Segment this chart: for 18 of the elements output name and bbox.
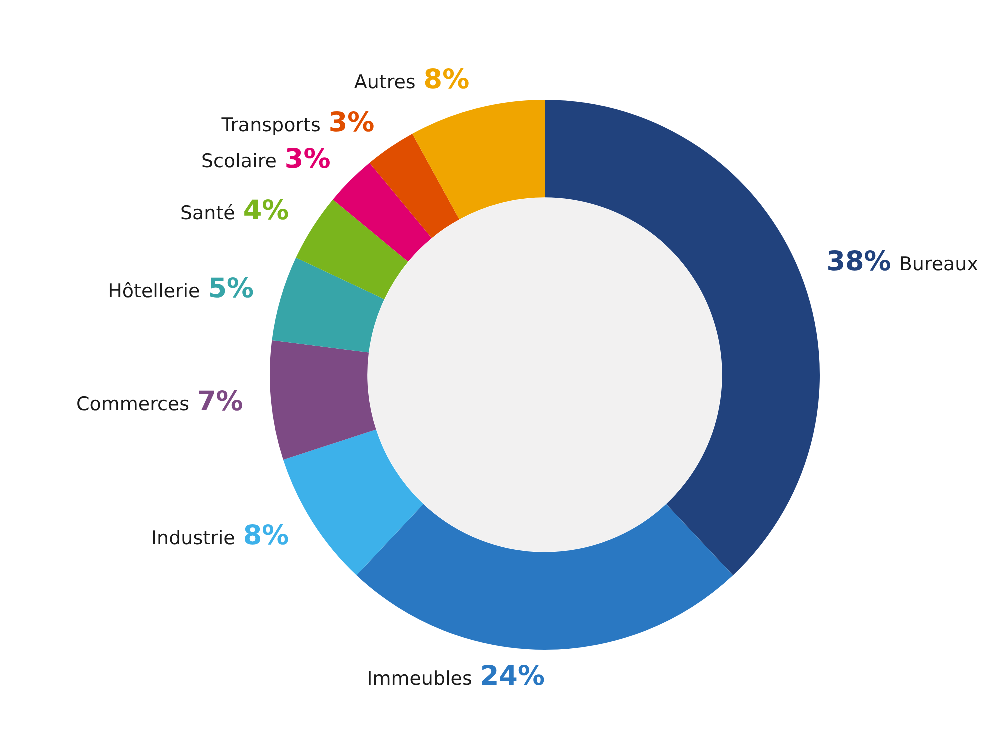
- data-label: 24%: [480, 661, 546, 692]
- slice-label: Autres: [354, 71, 416, 94]
- slice-label: Immeubles: [367, 668, 472, 690]
- data-label: 3%: [328, 107, 375, 138]
- slice-label: Bureaux: [899, 253, 978, 276]
- data-label: 4%: [243, 196, 290, 227]
- slice-label: Santé: [180, 202, 236, 225]
- data-label: 38%: [826, 246, 892, 278]
- slice-label: Hôtellerie: [108, 280, 200, 302]
- data-label: 3%: [284, 144, 331, 175]
- slice-label: Transports: [220, 114, 321, 136]
- slice-label: Commerces: [76, 393, 190, 416]
- data-label: 7%: [198, 386, 244, 418]
- slice-label: Scolaire: [201, 150, 277, 173]
- data-label: 5%: [208, 273, 254, 304]
- data-label: 8%: [243, 520, 290, 552]
- slice-label: Industrie: [151, 527, 236, 550]
- data-label: 8%: [424, 64, 470, 96]
